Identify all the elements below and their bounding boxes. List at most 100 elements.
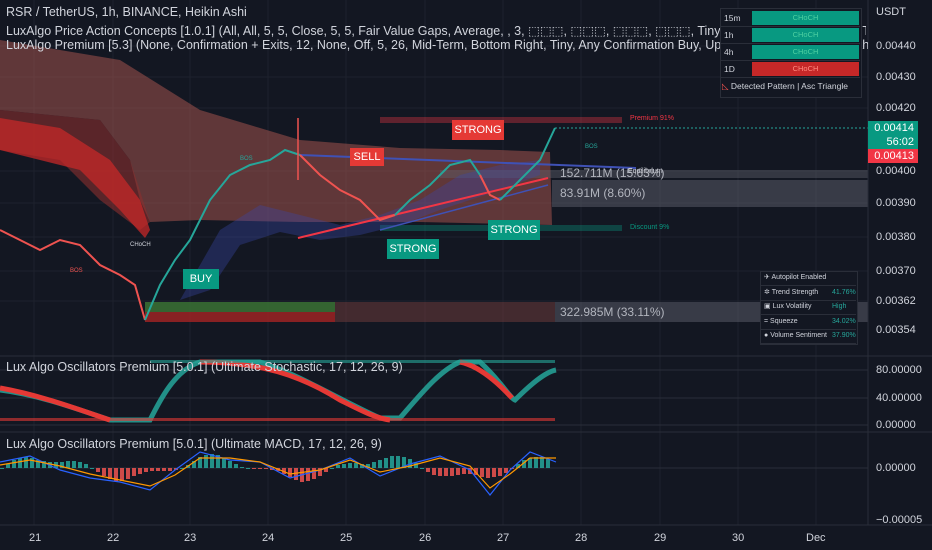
strong-sell-signal[interactable]: STRONG (452, 120, 504, 140)
indicator-price-action[interactable]: LuxAlgo Price Action Concepts [1.0.1] (A… (6, 24, 866, 38)
time-tick: 27 (497, 532, 510, 544)
macd-histogram-bar (366, 464, 370, 468)
price-tick: 0.00420 (876, 102, 916, 114)
macd-histogram-bar (84, 464, 88, 468)
macd-histogram-bar (288, 468, 292, 477)
macd-histogram-bar (456, 468, 460, 475)
macd-histogram-bar (30, 458, 34, 468)
macd-histogram-bar (324, 468, 328, 472)
time-tick: Dec (806, 532, 826, 544)
macd-histogram-bar (90, 468, 94, 469)
macd-histogram-bar (426, 468, 430, 472)
countdown-box: 56:02 (868, 135, 918, 149)
macd-histogram-bar (432, 468, 436, 475)
macd-histogram-bar (360, 464, 364, 468)
macd-histogram-bar (516, 464, 520, 468)
strong-buy-signal[interactable]: STRONG (488, 220, 540, 240)
macd-histogram-bar (450, 468, 454, 476)
macd-histogram-bar (0, 468, 4, 469)
price-tick: 0.00430 (876, 71, 916, 83)
volume-sentiment-value: 37.90% (832, 332, 856, 339)
choch-label: CHoCH (130, 242, 151, 248)
macd-histogram-bar (138, 468, 142, 474)
price-tick: 0.00362 (876, 295, 916, 307)
drop-icon: ● Volume Sentiment (764, 332, 827, 339)
osc2-title[interactable]: Lux Algo Oscillators Premium [5.0.1] (Ul… (6, 437, 382, 451)
macd-histogram-bar (468, 468, 472, 474)
tf-status: CHoCH (752, 45, 859, 59)
macd-histogram-bar (528, 458, 532, 468)
macd-histogram-bar (342, 464, 346, 468)
pattern-icon: ◺ (722, 81, 729, 91)
macd-histogram-bar (6, 464, 10, 468)
price-tick: 0.00400 (876, 165, 916, 177)
macd-histogram-bar (252, 468, 256, 469)
macd-histogram-bar (420, 468, 424, 469)
tf-label: 15m (724, 13, 741, 23)
time-tick: 28 (575, 532, 588, 544)
strong-buy-signal[interactable]: STRONG (387, 239, 439, 259)
macd-histogram-bar (96, 468, 100, 472)
dashboard-row: ✲ Trend Strength 41.76% (760, 286, 856, 301)
price-tick: 0.00354 (876, 324, 916, 336)
osc1-tick: 0.00000 (876, 419, 916, 431)
macd-histogram-bar (522, 460, 526, 468)
macd-histogram-bar (312, 468, 316, 479)
macd-histogram-bar (264, 468, 268, 469)
macd-histogram-bar (204, 455, 208, 468)
macd-histogram-bar (222, 458, 226, 468)
macd-histogram-bar (294, 468, 298, 480)
macd-histogram-bar (234, 464, 238, 468)
macd-histogram-bar (444, 468, 448, 476)
dashboard-row: ✈ Autopilot Enabled (760, 271, 856, 286)
dashboard-row: ▣ Lux Volatility High (760, 300, 856, 315)
macd-histogram-bar (72, 461, 76, 468)
macd-histogram-bar (120, 468, 124, 481)
volume-label: 83.91M (8.60%) (560, 186, 646, 200)
prev-price-box: 0.00413 (868, 149, 918, 163)
osc2-tick: −0.00005 (876, 514, 923, 526)
buy-signal[interactable]: BUY (183, 269, 219, 289)
osc1-tick: 40.00000 (876, 392, 922, 404)
macd-histogram-bar (150, 468, 154, 471)
volume-label: 322.985M (33.11%) (560, 305, 665, 319)
macd-histogram-bar (216, 455, 220, 468)
autopilot-icon: ✈ Autopilot Enabled (764, 274, 827, 281)
tf-label: 1D (724, 64, 735, 74)
discount-zone-label: Discount 9% (630, 224, 670, 231)
tf-row-4h: 4h CHoCH (720, 44, 860, 61)
macd-histogram-bar (336, 465, 340, 468)
macd-histogram-bar (180, 468, 184, 469)
macd-histogram-bar (390, 456, 394, 468)
time-tick: 25 (340, 532, 353, 544)
macd-histogram-bar (102, 468, 106, 476)
osc1-title[interactable]: Lux Algo Oscillators Premium [5.0.1] (Ul… (6, 360, 403, 374)
macd-histogram-bar (132, 468, 136, 476)
macd-histogram-bar (330, 468, 334, 469)
indicator-premium[interactable]: LuxAlgo Premium [5.3] (None, Confirmatio… (6, 38, 868, 52)
sell-signal[interactable]: SELL (350, 148, 384, 166)
price-tick: 0.00440 (876, 40, 916, 52)
tf-label: 1h (724, 30, 734, 40)
price-tick: 0.00390 (876, 197, 916, 209)
dashboard-row: ● Volume Sentiment 37.90% (760, 329, 856, 344)
macd-histogram-bar (462, 468, 466, 474)
dashboard-row: = Squeeze 34.02% (760, 315, 856, 330)
squeeze-value: 34.02% (832, 318, 856, 325)
macd-histogram-bar (60, 462, 64, 468)
macd-histogram-bar (402, 457, 406, 468)
macd-histogram-bar (108, 468, 112, 479)
macd-histogram-bar (486, 468, 490, 478)
premium-zone-label: Premium 91% (630, 115, 674, 122)
macd-histogram-bar (318, 468, 322, 476)
macd-histogram-bar (378, 460, 382, 468)
pattern-text: Detected Pattern | Asc Triangle (730, 81, 848, 91)
trend-strength-value: 41.76% (832, 289, 856, 296)
macd-histogram-bar (162, 468, 166, 471)
time-tick: 24 (262, 532, 275, 544)
macd-histogram-bar (306, 468, 310, 481)
macd-histogram-bar (414, 463, 418, 468)
macd-histogram-bar (228, 461, 232, 468)
macd-histogram-bar (156, 468, 160, 471)
macd-histogram-bar (384, 458, 388, 468)
